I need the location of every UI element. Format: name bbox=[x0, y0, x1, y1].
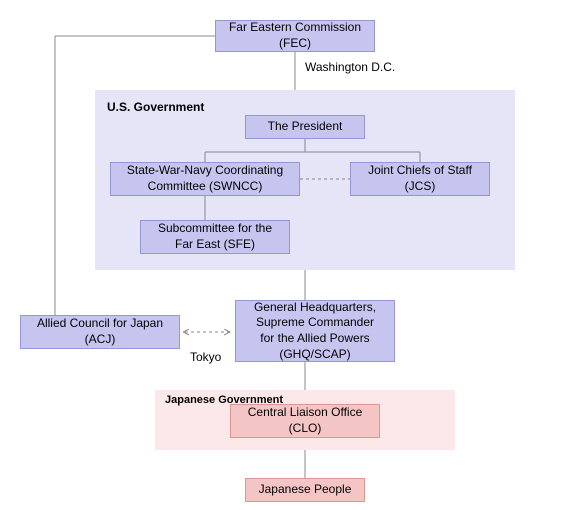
node-line: Committee (SWNCC) bbox=[111, 179, 299, 195]
node-president: The President bbox=[245, 115, 365, 139]
node-line: (JCS) bbox=[351, 179, 489, 195]
node-sfe: Subcommittee for the Far East (SFE) bbox=[140, 220, 290, 254]
node-line: Supreme Commander bbox=[236, 315, 394, 331]
node-acj: Allied Council for Japan (ACJ) bbox=[20, 315, 180, 349]
node-line: Japanese People bbox=[246, 482, 364, 498]
node-line: (CLO) bbox=[231, 421, 379, 437]
node-line: Far East (SFE) bbox=[141, 237, 289, 253]
node-line: General Headquarters, bbox=[236, 300, 394, 316]
node-jcs: Joint Chiefs of Staff (JCS) bbox=[350, 162, 490, 196]
node-japanese-people: Japanese People bbox=[245, 478, 365, 502]
node-line: (ACJ) bbox=[21, 332, 179, 348]
node-line: Subcommittee for the bbox=[141, 221, 289, 237]
node-line: for the Allied Powers bbox=[236, 331, 394, 347]
node-line: The President bbox=[246, 119, 364, 135]
tokyo-label: Tokyo bbox=[190, 350, 221, 364]
node-line: Central Liaison Office bbox=[231, 405, 379, 421]
node-line: (FEC) bbox=[216, 36, 374, 52]
node-clo: Central Liaison Office (CLO) bbox=[230, 404, 380, 438]
washington-label: Washington D.C. bbox=[305, 60, 395, 74]
us-government-label: U.S. Government bbox=[107, 100, 204, 114]
node-ghq: General Headquarters, Supreme Commander … bbox=[235, 300, 395, 362]
node-fec: Far Eastern Commission (FEC) bbox=[215, 20, 375, 52]
node-swncc: State-War-Navy Coordinating Committee (S… bbox=[110, 162, 300, 196]
node-line: Allied Council for Japan bbox=[21, 316, 179, 332]
node-line: (GHQ/SCAP) bbox=[236, 347, 394, 363]
node-line: Far Eastern Commission bbox=[216, 20, 374, 36]
node-line: State-War-Navy Coordinating bbox=[111, 163, 299, 179]
node-line: Joint Chiefs of Staff bbox=[351, 163, 489, 179]
